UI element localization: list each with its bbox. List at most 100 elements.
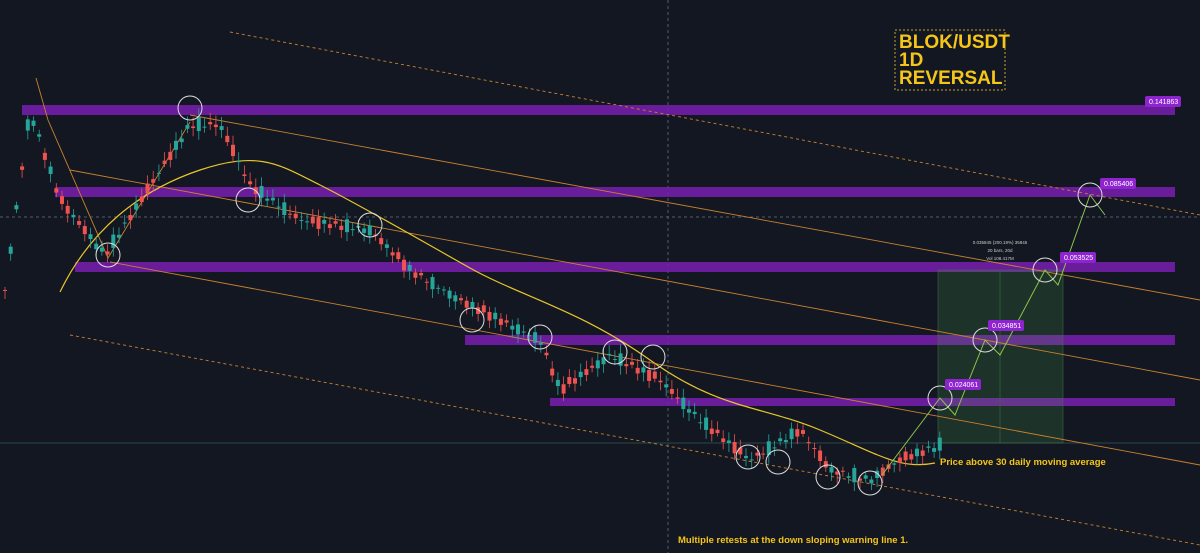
candle-part bbox=[441, 289, 446, 291]
candle-part bbox=[424, 281, 429, 283]
candle-part bbox=[31, 120, 36, 126]
candle-part bbox=[789, 428, 794, 440]
candle-part bbox=[282, 202, 287, 215]
zone bbox=[465, 335, 1175, 345]
candle-part bbox=[225, 135, 230, 143]
title-line: REVERSAL bbox=[899, 68, 1003, 89]
candle-part bbox=[213, 124, 218, 128]
annotation: Multiple retests at the down sloping war… bbox=[678, 535, 908, 546]
title-line: 1D bbox=[899, 50, 923, 71]
candle-part bbox=[25, 119, 30, 131]
candle-part bbox=[8, 246, 13, 254]
circle bbox=[602, 339, 628, 365]
candle-part bbox=[339, 225, 344, 230]
candle-part bbox=[766, 441, 771, 455]
candle-part bbox=[151, 179, 156, 183]
candle-part bbox=[858, 478, 862, 481]
candle-part bbox=[42, 152, 47, 160]
candle-part bbox=[134, 203, 139, 210]
candle-part bbox=[333, 221, 338, 224]
candle-part bbox=[139, 196, 144, 203]
retest-circles bbox=[95, 95, 1103, 496]
circle bbox=[815, 464, 841, 490]
candle-part bbox=[299, 219, 304, 221]
candle-part bbox=[641, 367, 646, 373]
candle-part bbox=[590, 365, 595, 368]
candle-part bbox=[168, 151, 173, 160]
price-labels: 0.141863 0.085406 0.053525 0.034851 0.02… bbox=[945, 96, 1181, 390]
candle-part bbox=[379, 238, 384, 245]
candle-part bbox=[82, 226, 87, 235]
candle-part bbox=[664, 384, 669, 388]
price-label-box bbox=[988, 320, 1024, 331]
moving-average bbox=[59, 159, 936, 466]
candle-part bbox=[920, 450, 925, 456]
candle-part bbox=[635, 367, 640, 374]
candle-part bbox=[270, 197, 275, 201]
zone bbox=[55, 187, 1175, 197]
measure-box bbox=[937, 269, 1064, 444]
candle-part bbox=[909, 454, 914, 460]
candle-part bbox=[60, 196, 64, 204]
circle bbox=[357, 212, 383, 238]
candle-part bbox=[709, 428, 714, 434]
candle-part bbox=[464, 300, 469, 308]
candle-part bbox=[293, 213, 298, 219]
candle-part bbox=[595, 360, 600, 369]
candle-part bbox=[744, 455, 748, 459]
candle-part bbox=[77, 221, 82, 225]
price-label-box bbox=[1145, 96, 1181, 107]
candle-part bbox=[624, 364, 629, 367]
candle-part bbox=[510, 325, 515, 330]
candle-part bbox=[493, 312, 498, 320]
candle-part bbox=[749, 459, 754, 461]
candle-part bbox=[447, 290, 452, 299]
candle-part bbox=[453, 295, 458, 302]
candle-part bbox=[527, 335, 532, 337]
candle-part bbox=[823, 461, 828, 468]
candle-part bbox=[647, 369, 652, 381]
candle-part bbox=[732, 442, 737, 454]
candle-part bbox=[202, 126, 207, 128]
candle-part bbox=[812, 447, 817, 450]
candle-part bbox=[99, 247, 104, 252]
candle-part bbox=[550, 368, 555, 376]
candle-part bbox=[926, 446, 931, 448]
channel-line bbox=[229, 31, 1200, 216]
candle-part bbox=[248, 181, 253, 185]
candle-part bbox=[174, 140, 178, 150]
measure-text: 20 bars, 20d bbox=[987, 248, 1013, 253]
candle-part bbox=[533, 332, 538, 343]
price-label-box bbox=[1060, 252, 1096, 263]
candle-part bbox=[196, 117, 201, 132]
channel-line bbox=[189, 114, 1200, 301]
candle-part bbox=[71, 214, 76, 218]
candle-part bbox=[316, 217, 321, 229]
candle-part bbox=[470, 302, 475, 308]
candle-part bbox=[892, 463, 897, 465]
candle-part bbox=[658, 380, 663, 383]
candle-part bbox=[818, 450, 823, 462]
circle bbox=[177, 95, 203, 121]
candle-part bbox=[390, 252, 395, 256]
candle-part bbox=[863, 475, 868, 479]
candle-part bbox=[117, 234, 121, 238]
candle-part bbox=[806, 442, 811, 444]
candle-part bbox=[487, 311, 492, 321]
candle-part bbox=[704, 417, 709, 430]
candle-part bbox=[880, 467, 885, 476]
candle-part bbox=[875, 470, 880, 478]
candle-part bbox=[618, 353, 623, 366]
circle bbox=[95, 242, 121, 268]
candle-part bbox=[436, 287, 441, 289]
circle bbox=[857, 470, 883, 496]
candles bbox=[3, 108, 942, 492]
candle-part bbox=[726, 440, 731, 444]
candle-part bbox=[937, 437, 942, 451]
price-label-box bbox=[945, 379, 981, 390]
price-label-box bbox=[1100, 178, 1136, 189]
candle-part bbox=[367, 225, 372, 236]
title-line: BLOK/USDT bbox=[899, 32, 1010, 53]
candle-part bbox=[778, 438, 783, 442]
